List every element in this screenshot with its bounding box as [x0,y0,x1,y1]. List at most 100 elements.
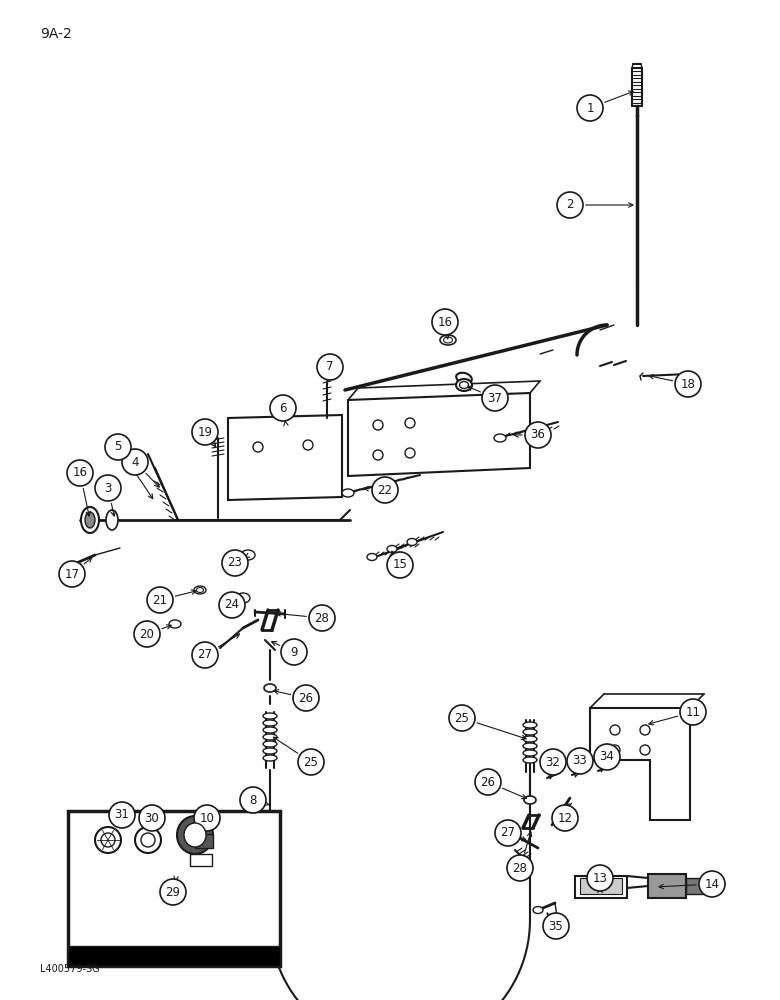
Circle shape [495,820,521,846]
Text: 4: 4 [131,456,139,468]
Circle shape [139,805,165,831]
Text: 10: 10 [200,812,215,824]
Text: 12: 12 [558,812,573,824]
Ellipse shape [387,546,397,552]
Text: 22: 22 [378,484,392,496]
Text: 16: 16 [73,466,87,480]
Circle shape [675,371,701,397]
Circle shape [219,592,245,618]
Circle shape [222,550,248,576]
Ellipse shape [456,373,472,383]
Ellipse shape [264,684,276,692]
Circle shape [610,725,620,735]
Circle shape [192,642,218,668]
Ellipse shape [440,335,456,345]
Circle shape [594,744,620,770]
Circle shape [610,745,620,755]
Ellipse shape [194,586,206,594]
Text: 2: 2 [566,198,574,212]
Bar [68,811,280,966]
Text: 34: 34 [600,750,615,764]
Circle shape [192,419,218,445]
Text: 20: 20 [140,628,154,641]
Circle shape [432,309,458,335]
Text: 23: 23 [228,556,243,570]
Circle shape [95,475,121,501]
Ellipse shape [524,796,536,804]
Text: 14: 14 [704,878,719,890]
Ellipse shape [523,729,537,735]
Text: 32: 32 [545,756,561,768]
Ellipse shape [177,816,213,854]
Circle shape [405,448,415,458]
Ellipse shape [342,489,354,497]
Text: 26: 26 [299,692,314,704]
Bar [575,876,627,898]
Ellipse shape [407,538,417,546]
Ellipse shape [459,381,469,388]
Text: 24: 24 [225,598,239,611]
Text: 7: 7 [326,360,334,373]
Ellipse shape [444,337,452,343]
Circle shape [240,787,266,813]
Text: L400579-SG: L400579-SG [40,964,100,974]
Text: 35: 35 [548,920,563,932]
Text: 21: 21 [153,593,168,606]
Circle shape [482,385,508,411]
Circle shape [507,855,533,881]
Text: 27: 27 [197,648,212,662]
Text: 36: 36 [530,428,545,442]
Circle shape [253,442,263,452]
Text: 19: 19 [197,426,212,438]
Bar [68,946,280,966]
Circle shape [372,477,398,503]
Text: 13: 13 [593,871,608,884]
Circle shape [567,748,593,774]
Circle shape [640,725,650,735]
Text: 6: 6 [279,401,287,414]
Circle shape [135,827,161,853]
Bar [580,878,622,894]
Ellipse shape [523,743,537,749]
Ellipse shape [523,750,537,756]
Ellipse shape [106,510,118,530]
Text: 15: 15 [392,558,407,572]
Ellipse shape [263,727,277,733]
Text: 16: 16 [438,316,452,328]
Circle shape [141,833,155,847]
Ellipse shape [494,434,506,442]
Text: 9A-2: 9A-2 [40,27,72,41]
Ellipse shape [169,620,181,628]
Text: 11: 11 [686,706,700,718]
Text: 30: 30 [144,812,159,824]
Circle shape [134,621,160,647]
Bar [195,834,213,848]
Circle shape [552,805,578,831]
Circle shape [95,827,121,853]
Ellipse shape [263,734,277,740]
Circle shape [587,865,613,891]
Text: 17: 17 [65,568,80,580]
Ellipse shape [523,757,537,763]
Ellipse shape [263,755,277,761]
Text: 25: 25 [455,712,470,724]
Circle shape [540,749,566,775]
Text: 8: 8 [250,794,257,806]
Circle shape [293,685,319,711]
Text: 31: 31 [115,808,129,822]
Ellipse shape [263,720,277,726]
Circle shape [373,450,383,460]
Circle shape [680,699,706,725]
Text: 33: 33 [573,754,587,768]
Text: 29: 29 [165,886,180,898]
Circle shape [373,420,383,430]
Circle shape [67,460,93,486]
Circle shape [699,871,725,897]
Text: 25: 25 [303,756,318,768]
Text: 26: 26 [480,776,495,788]
Text: 5: 5 [115,440,122,454]
Ellipse shape [367,554,377,560]
Circle shape [309,605,335,631]
Ellipse shape [184,823,206,847]
Circle shape [160,879,186,905]
